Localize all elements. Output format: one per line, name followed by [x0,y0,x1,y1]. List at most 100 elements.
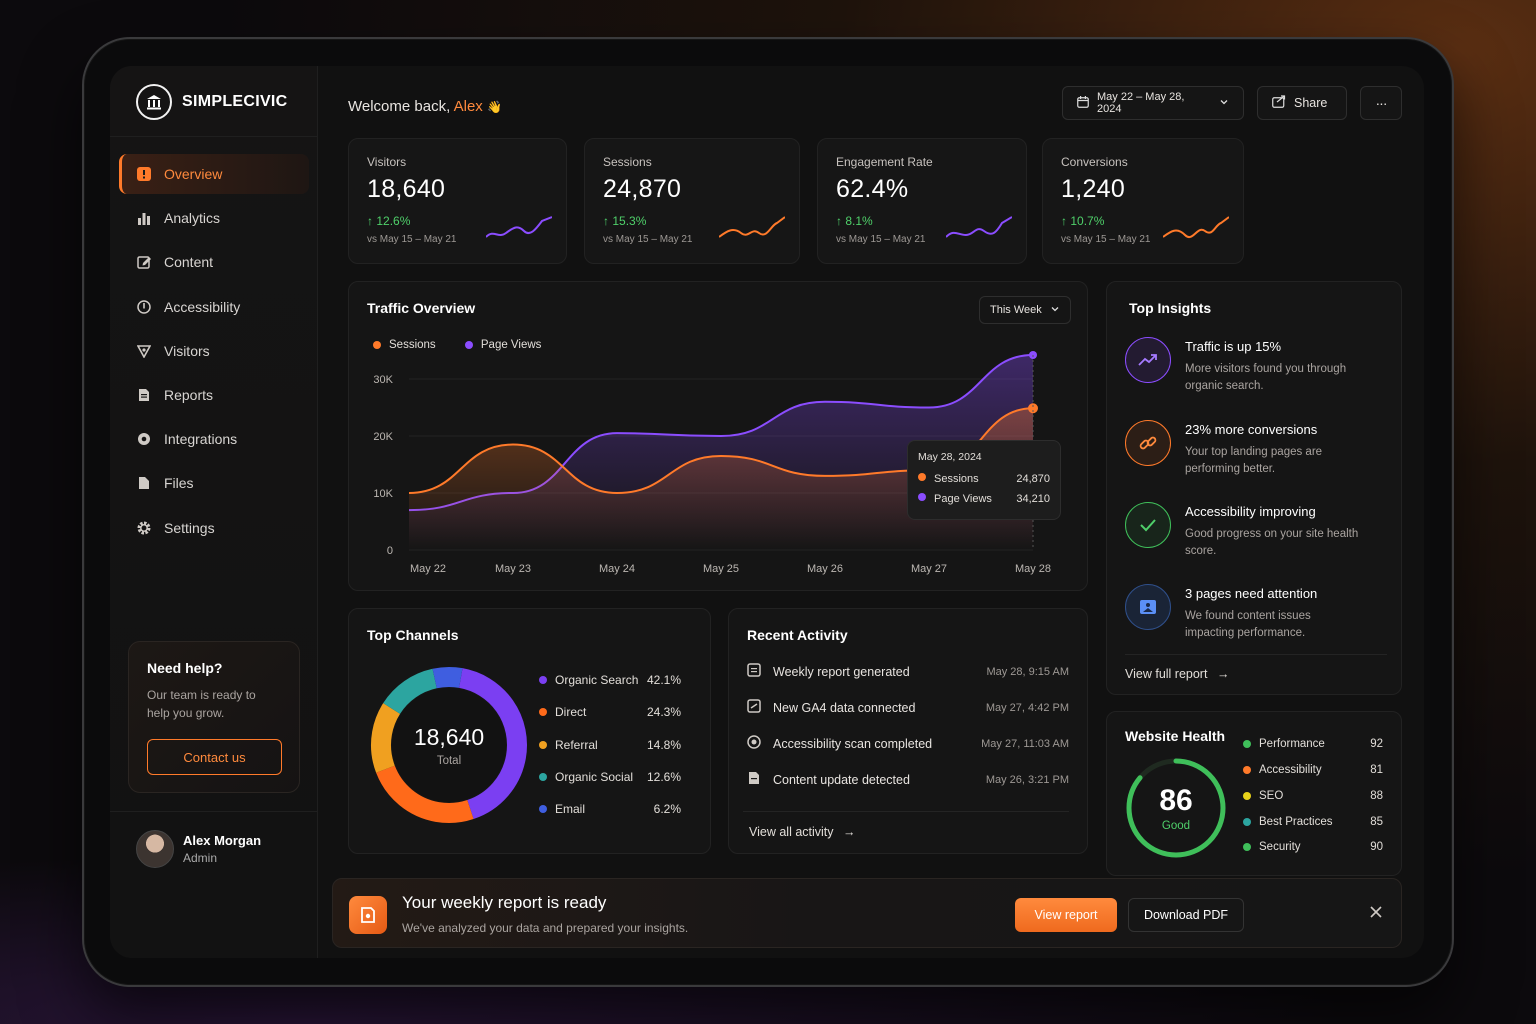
sidebar-item-analytics[interactable]: Analytics [119,198,309,238]
kpi-label: Visitors [367,155,407,169]
sidebar-item-label: Accessibility [164,298,241,315]
user-name: Alex Morgan [183,833,262,848]
data-point-last [1029,351,1037,360]
kpi-value: 24,870 [603,175,682,203]
welcome-message: Welcome back, Alex 👋 [348,98,502,115]
sparkline [946,216,1012,238]
view-all-activity-link[interactable]: View all activity → [749,825,856,839]
date-range-picker[interactable]: May 22 – May 28, 2024 [1062,86,1244,120]
kpi-delta: ↑ 12.6% [367,214,411,228]
health-metric-name: SEO [1259,790,1284,802]
overview-icon [136,166,152,182]
close-icon[interactable] [1369,905,1383,924]
sidebar-item-files[interactable]: Files [119,463,309,503]
health-metric-value: 85 [1370,816,1383,828]
activity-row[interactable]: Content update detected May 26, 3:21 PM [747,771,1069,788]
channel-row-organic-social[interactable]: Organic Social 12.6% [539,770,681,784]
building-icon [136,84,172,120]
user-profile[interactable]: Alex Morgan Admin [110,811,317,886]
sidebar-item-overview[interactable]: Overview [119,154,309,194]
download-pdf-button[interactable]: Download PDF [1128,898,1244,932]
health-row-accessibility[interactable]: Accessibility 81 [1243,764,1383,776]
activity-time: May 27, 11:03 AM [981,737,1069,750]
health-row-seo[interactable]: SEO 88 [1243,790,1383,802]
activity-time: May 26, 3:21 PM [985,773,1069,786]
donut-total-value: 18,640 [413,724,485,750]
share-button[interactable]: Share [1257,86,1347,120]
period-select[interactable]: This Week [979,296,1071,324]
kpi-compare: vs May 15 – May 21 [603,234,693,245]
activity-row[interactable]: Weekly report generated May 28, 9:15 AM [747,663,1069,680]
kpi-card-engagement[interactable]: Engagement Rate 62.4% ↑ 8.1% vs May 15 –… [817,138,1027,264]
insight-text: We found content issues impacting perfor… [1185,610,1311,639]
user-role: Admin [183,851,218,865]
x-tick-label: May 23 [495,563,531,575]
kpi-card-conversions[interactable]: Conversions 1,240 ↑ 10.7% vs May 15 – Ma… [1042,138,1244,264]
sparkline [719,216,785,238]
donut-slice-direct [371,667,527,823]
x-tick-label: May 25 [703,563,739,575]
arrow-right-icon: → [843,825,856,839]
health-row-performance[interactable]: Performance 92 [1243,738,1383,750]
health-score-value: 86 [1159,784,1193,817]
view-full-report-link[interactable]: View full report → [1125,667,1229,681]
kpi-card-visitors[interactable]: Visitors 18,640 ↑ 12.6% vs May 15 – May … [348,138,567,264]
sidebar-item-accessibility[interactable]: Accessibility [119,287,309,327]
sidebar-item-settings[interactable]: Settings [119,508,309,548]
report-ready-icon [349,896,387,934]
welcome-prefix: Welcome back, [348,98,451,115]
health-score-label: Good [1161,820,1191,832]
gauge-center: 86 Good [1123,784,1229,832]
legend-item-pageviews[interactable]: Page Views [464,339,541,351]
channel-name: Email [555,802,586,816]
sidebar-item-integrations[interactable]: Integrations [119,419,309,459]
kpi-delta: ↑ 8.1% [836,214,873,228]
x-tick-label: May 28 [1015,563,1051,575]
y-tick-label: 0 [387,545,393,557]
chevron-down-icon [1050,304,1060,317]
x-tick-label: May 24 [599,563,635,575]
divider [743,811,1069,812]
trend-up-icon [1125,337,1171,383]
sidebar-item-label: Reports [164,386,214,403]
channel-name: Direct [555,705,587,719]
activity-time: May 27, 4:42 PM [985,701,1069,714]
top-insights-panel: Top Insights Traffic is up 15% More visi… [1106,281,1402,695]
channel-row-direct[interactable]: Direct 24.3% [539,705,681,719]
donut-hole [392,688,506,802]
view-report-button[interactable]: View report [1015,898,1117,932]
sidebar-item-content[interactable]: Content [119,242,309,282]
more-icon: ··· [1375,95,1388,111]
health-row-best-practices[interactable]: Best Practices 85 [1243,816,1383,828]
link-icon [1125,420,1171,466]
sidebar-item-label: Integrations [164,431,238,448]
y-tick-label: 20K [373,431,393,443]
health-metric-value: 92 [1370,738,1383,750]
legend-item-sessions[interactable]: Sessions [373,339,436,351]
activity-text: Accessibility scan completed [773,736,933,751]
channel-row-organic-search[interactable]: Organic Search 42.1% [539,673,681,687]
contact-us-button[interactable]: Contact us [147,739,282,775]
tooltip-date: May 28, 2024 [918,451,982,463]
tooltip-label: Page Views [934,493,992,505]
sidebar-item-visitors[interactable]: Visitors [119,331,309,371]
channel-row-referral[interactable]: Referral 14.8% [539,738,681,752]
traffic-overview-panel: Traffic Overview This Week Sessions Page… [348,281,1088,591]
brand-logo[interactable]: SIMPLECIVIC [136,84,288,120]
sidebar-item-reports[interactable]: Reports [119,375,309,415]
health-row-security[interactable]: Security 90 [1243,841,1383,853]
kpi-card-sessions[interactable]: Sessions 24,870 ↑ 15.3% vs May 15 – May … [584,138,800,264]
sidebar-item-label: Visitors [164,342,210,359]
y-tick-label: 30K [373,374,393,386]
arrow-right-icon: → [1216,667,1230,681]
activity-row[interactable]: Accessibility scan completed May 27, 11:… [747,735,1069,752]
channel-row-email[interactable]: Email 6.2% [539,802,681,816]
more-options-button[interactable]: ··· [1360,86,1402,120]
help-card: Need help? Our team is ready to help you… [128,641,300,793]
activity-row[interactable]: New GA4 data connected May 27, 4:42 PM [747,699,1069,716]
donut-total-label: Total [436,755,462,767]
insight-title: 23% more conversions [1185,422,1318,437]
insight-title: Traffic is up 15% [1185,339,1282,354]
tooltip-value: 24,870 [1016,473,1050,485]
kpi-compare: vs May 15 – May 21 [836,234,926,245]
